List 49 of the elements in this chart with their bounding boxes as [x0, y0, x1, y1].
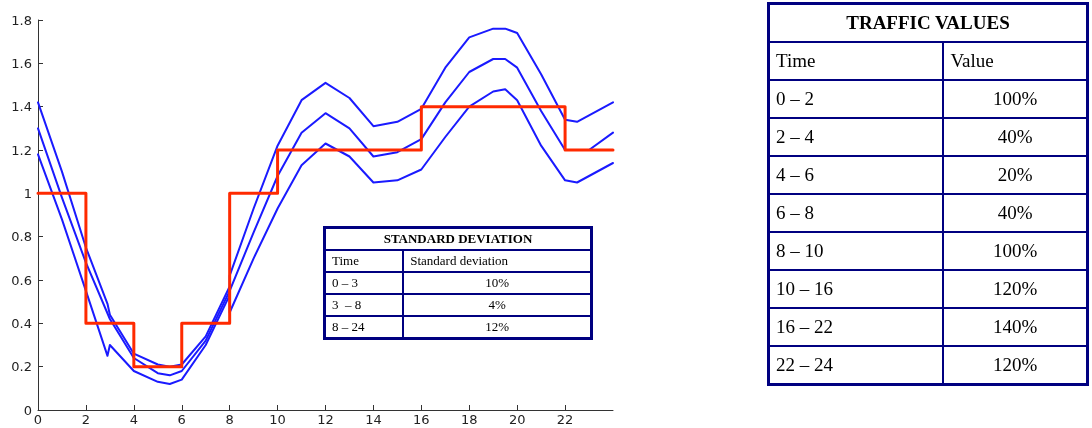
text: 120%	[943, 270, 1088, 308]
annotation: 0 – 3	[324, 272, 404, 294]
annotation: Time	[324, 250, 404, 272]
annotation: 3 – 8	[324, 294, 404, 316]
y-tick-label: 0.8	[11, 229, 32, 245]
text: 100%	[943, 232, 1088, 270]
x-tick-label: 2	[81, 412, 91, 427]
x-tick-label: 6	[177, 412, 186, 427]
x-tick-label: 4	[129, 412, 138, 427]
text: 10 – 16	[768, 270, 944, 308]
text: Time	[768, 42, 944, 80]
y-tick-label: 1.4	[11, 99, 32, 115]
text: 6 – 8	[768, 194, 944, 232]
text: Value	[943, 42, 1088, 80]
annotation: 8 – 24	[324, 316, 404, 339]
x-tick-label: 16	[413, 412, 430, 427]
annotation: 12%	[403, 316, 592, 339]
text: 40%	[943, 118, 1088, 156]
text: 120%	[943, 346, 1088, 385]
text: 8 – 10	[768, 232, 944, 270]
text: 20%	[943, 156, 1088, 194]
x-tick-label: 22	[556, 412, 574, 427]
x-tick-label: 8	[225, 412, 234, 427]
text: 22 – 24	[768, 346, 944, 385]
x-tick-label: 14	[365, 412, 382, 427]
x-tick-label: 10	[269, 412, 286, 427]
x-tick-label: 0	[33, 412, 43, 427]
y-tick-label: 0.4	[11, 315, 32, 331]
y-tick-label: 0.6	[11, 272, 32, 288]
text: 16 – 22	[768, 308, 944, 346]
annotation: 4%	[403, 294, 592, 316]
annotation: 10%	[403, 272, 592, 294]
text: 4 – 6	[768, 156, 944, 194]
x-tick-label: 18	[460, 412, 478, 427]
text: TRAFFIC VALUES	[768, 3, 1088, 42]
y-tick-label: 1.6	[11, 55, 32, 71]
annotation: STANDARD DEVIATION	[324, 227, 592, 250]
y-tick-label: 1.8	[11, 12, 32, 28]
text: 40%	[943, 194, 1088, 232]
text: 2 – 4	[768, 118, 944, 156]
x-tick-label: 20	[508, 412, 526, 427]
y-tick-label: 1	[23, 185, 32, 201]
text: 100%	[943, 80, 1088, 118]
text: 140%	[943, 308, 1088, 346]
x-tick-label: 12	[317, 412, 334, 427]
y-tick-label: 0.2	[11, 359, 32, 375]
annotation: Standard deviation	[403, 250, 592, 272]
text: 0 – 2	[768, 80, 944, 118]
y-tick-label: 1.2	[11, 142, 32, 158]
